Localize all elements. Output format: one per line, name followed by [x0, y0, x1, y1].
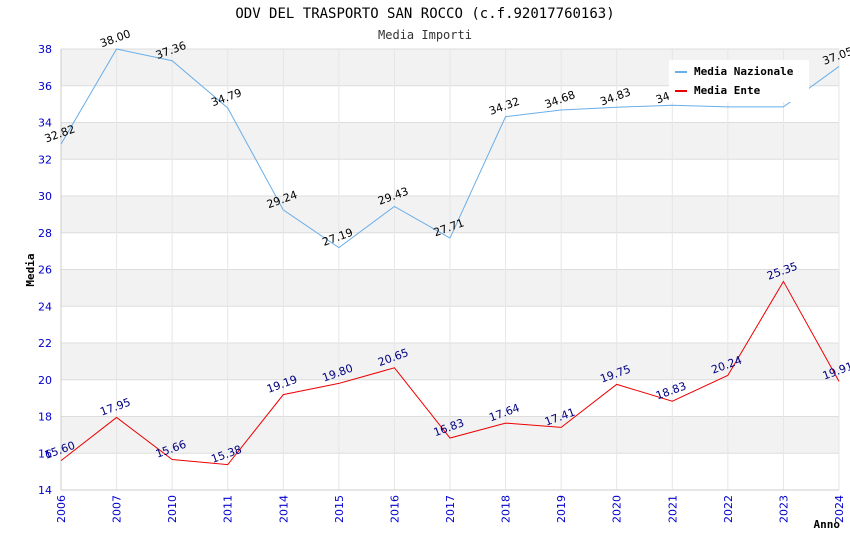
y-tick-label: 30 [38, 190, 52, 203]
x-tick-label: 2022 [722, 495, 735, 523]
y-tick-label: 32 [38, 153, 52, 166]
series-line-media-nazionale [60, 48, 840, 249]
legend-box [669, 60, 809, 102]
x-tick-label: 2024 [833, 495, 846, 523]
series-lines [60, 48, 840, 466]
y-tick-label: 20 [38, 374, 52, 387]
data-label-media-ente: 17.95 [98, 396, 132, 419]
y-tick-label: 24 [38, 300, 52, 313]
x-tick-label: 2011 [222, 495, 235, 523]
x-tick-label: 2023 [777, 495, 790, 523]
x-tick-label: 2019 [555, 495, 568, 523]
y-tick-label: 36 [38, 80, 52, 93]
x-axis-label: Anno [814, 518, 841, 531]
y-tick-label: 22 [38, 337, 52, 350]
gridlines [60, 48, 840, 491]
data-label-media-nazionale: 34.68 [543, 88, 577, 111]
x-tick-label: 2016 [388, 495, 401, 523]
x-tick-label: 2020 [611, 495, 624, 523]
y-tick-label: 26 [38, 264, 52, 277]
y-tick-label: 18 [38, 411, 52, 424]
data-label-media-nazionale: 34.83 [598, 85, 632, 108]
x-tick-label: 2021 [666, 495, 679, 523]
series-line-media-ente [60, 280, 840, 466]
y-tick-label: 38 [38, 43, 52, 56]
legend-label-media-nazionale: Media Nazionale [694, 65, 794, 78]
data-label-media-ente: 15.60 [43, 439, 77, 462]
x-tick-label: 2018 [500, 495, 513, 523]
x-tick-label: 2014 [277, 495, 290, 523]
x-tick-label: 2017 [444, 495, 457, 523]
legend: Media Nazionale Media Ente [669, 60, 809, 102]
data-label-media-ente: 18.83 [654, 379, 688, 402]
data-label-media-nazionale: 34.32 [487, 95, 521, 118]
x-tick-label: 2015 [333, 495, 346, 523]
x-tick-label: 2007 [111, 495, 124, 523]
x-axis-ticks: 2006 2007 2010 2011 2014 2015 2016 2017 2018 2019… [55, 495, 846, 523]
chart-title: ODV DEL TRASPORTO SAN ROCCO (c.f.9201776… [235, 6, 614, 22]
y-tick-label: 14 [38, 484, 52, 497]
y-axis-ticks: 14 16 18 20 22 24 26 28 30 32 34 36 38 [38, 43, 52, 497]
legend-label-media-ente: Media Ente [694, 84, 761, 97]
data-label-media-nazionale: 34.79 [209, 86, 243, 109]
chart-subtitle: Media Importi [378, 28, 472, 42]
x-tick-label: 2006 [55, 495, 68, 523]
data-label-media-nazionale: 38.00 [98, 27, 132, 50]
y-axis-label: Media [24, 253, 37, 286]
x-tick-label: 2010 [166, 495, 179, 523]
y-tick-label: 28 [38, 227, 52, 240]
y-tick-label: 34 [38, 117, 52, 130]
y-tick-label: 16 [38, 447, 52, 460]
